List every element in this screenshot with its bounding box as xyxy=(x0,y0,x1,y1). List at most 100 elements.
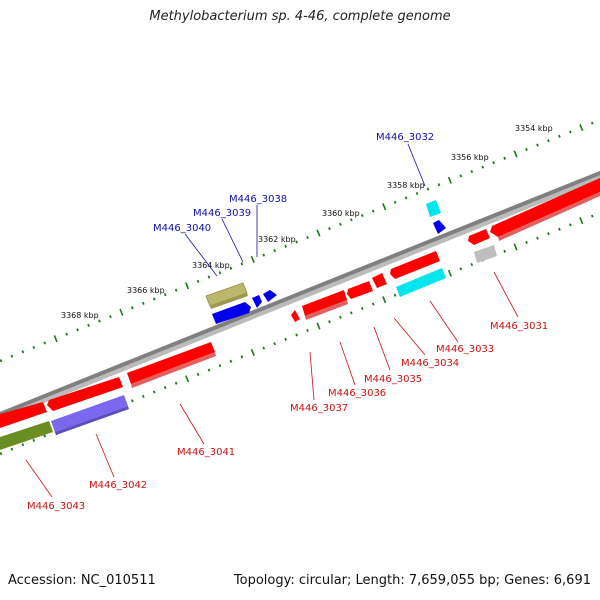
reverse-strand-genes xyxy=(0,178,600,450)
backbone-line xyxy=(0,170,600,417)
backbone xyxy=(0,170,600,421)
outer-tick xyxy=(218,271,222,275)
outer-tick xyxy=(32,345,36,349)
outer-tick xyxy=(229,266,233,270)
inner-tick xyxy=(131,399,134,403)
leader-m446-3035 xyxy=(373,326,391,371)
gene-arrow-m446-3043[interactable] xyxy=(0,421,53,450)
tick-label-3354: 3354 kbp xyxy=(515,124,553,133)
inner-tick xyxy=(218,364,222,368)
outer-tick xyxy=(590,121,594,125)
tick-label-3358: 3358 kbp xyxy=(387,181,425,190)
outer-tick xyxy=(328,227,331,231)
gene-label-m446-3038: M446_3038 xyxy=(229,194,287,205)
inner-tick xyxy=(547,232,550,236)
outer-tick xyxy=(492,161,496,165)
gene-arrow-m446-3038[interactable] xyxy=(263,290,277,302)
gene-arrow-m446-3034[interactable] xyxy=(390,251,440,279)
leader-lines xyxy=(25,143,519,498)
backbone-shadow xyxy=(0,172,600,421)
gene-arrow-left-red[interactable] xyxy=(47,377,123,411)
outer-tick xyxy=(53,335,58,343)
inner-tick xyxy=(152,390,156,394)
gene-label-m446-3032: M446_3032 xyxy=(376,132,434,143)
inner-tick xyxy=(558,227,561,231)
outer-tick xyxy=(10,354,14,358)
outer-tick xyxy=(163,293,167,297)
gene-label-m446-3039: M446_3039 xyxy=(193,208,251,219)
outer-tick xyxy=(503,156,506,160)
gene-arrow-m446-3042-shadow xyxy=(55,406,129,435)
gene-arrow-forward-blue-small[interactable] xyxy=(252,295,262,308)
gene-arrow-m446-3031[interactable] xyxy=(474,245,497,263)
outer-tick xyxy=(382,203,387,211)
gene-label-m446-3043: M446_3043 xyxy=(27,501,85,512)
outer-tick xyxy=(513,150,518,158)
inner-tick xyxy=(579,217,584,225)
leader-m446-3041 xyxy=(179,403,205,445)
inner-tick xyxy=(141,394,145,398)
gene-label-m446-3035: M446_3035 xyxy=(364,374,422,385)
inner-tick xyxy=(229,359,233,363)
inner-tick xyxy=(459,267,463,271)
map-title: Methylobacterium sp. 4-46, complete geno… xyxy=(149,9,451,24)
inner-tick xyxy=(0,452,3,456)
outer-tick xyxy=(360,213,364,218)
inner-tick xyxy=(371,302,375,306)
outer-tick xyxy=(459,174,463,178)
leader-m446-3032 xyxy=(407,143,426,187)
outer-tick xyxy=(250,255,255,263)
gene-arrow-tiny-red[interactable] xyxy=(291,310,300,322)
gene-arrow-m446-3036[interactable] xyxy=(347,281,373,299)
gene-arrow-m446-3035[interactable] xyxy=(372,273,387,288)
gene-arrow-far-right-red[interactable] xyxy=(490,178,600,237)
inner-tick xyxy=(250,348,255,356)
outer-tick xyxy=(174,288,178,292)
inner-tick xyxy=(536,236,539,240)
inner-tick xyxy=(382,296,387,304)
outer-tick xyxy=(295,240,298,244)
inner-tick xyxy=(569,223,572,227)
accession-text: Accession: NC_010511 xyxy=(8,573,156,588)
outer-tick xyxy=(273,249,277,253)
outer-tick xyxy=(87,323,90,327)
outer-tick xyxy=(185,282,190,290)
gene-arrow-forward-blue-right[interactable] xyxy=(433,220,446,234)
inner-tick xyxy=(207,368,211,372)
inner-tick xyxy=(10,447,14,451)
gene-arrow-m446-3041[interactable] xyxy=(127,342,215,384)
gene-label-m446-3034: M446_3034 xyxy=(401,358,459,369)
gene-arrow-forward-blue-large[interactable] xyxy=(212,302,251,324)
gene-arrow-m446-3033[interactable] xyxy=(396,268,446,297)
outer-tick xyxy=(21,350,25,354)
gene-arrow-m446-3041-shadow xyxy=(131,352,216,388)
gene-arrow-m446-3032[interactable] xyxy=(426,200,441,217)
gene-arrow-far-right-red-shadow xyxy=(498,192,600,241)
outer-tick xyxy=(196,279,200,284)
tick-label-3356: 3356 kbp xyxy=(451,153,489,162)
leader-m446-3040 xyxy=(184,233,218,277)
gene-arrow-m446-3042[interactable] xyxy=(51,395,128,432)
outer-tick xyxy=(415,191,419,196)
tick-label-3366: 3366 kbp xyxy=(127,286,165,295)
gene-arrow-m446-3037[interactable] xyxy=(302,290,347,316)
inner-tick xyxy=(328,320,331,324)
gene-arrow-olive-shadow xyxy=(210,293,248,309)
gene-label-m446-3037: M446_3037 xyxy=(290,403,348,414)
forward-strand-genes xyxy=(205,200,446,324)
inner-tick xyxy=(503,249,506,253)
inner-tick xyxy=(590,214,594,218)
outer-tick xyxy=(43,341,47,345)
outer-tick xyxy=(339,222,342,226)
tick-label-3364: 3364 kbp xyxy=(192,261,230,270)
outer-tick xyxy=(240,262,244,266)
gene-arrow-m446-3037-shadow xyxy=(305,300,348,320)
outer-tick xyxy=(404,196,408,200)
outer-tick xyxy=(579,124,584,132)
gene-arrow-small-red-right[interactable] xyxy=(468,229,490,245)
leader-m446-3043 xyxy=(25,459,53,498)
gene-arrow-far-left-red[interactable] xyxy=(0,402,47,428)
outer-tick-track xyxy=(0,121,594,363)
